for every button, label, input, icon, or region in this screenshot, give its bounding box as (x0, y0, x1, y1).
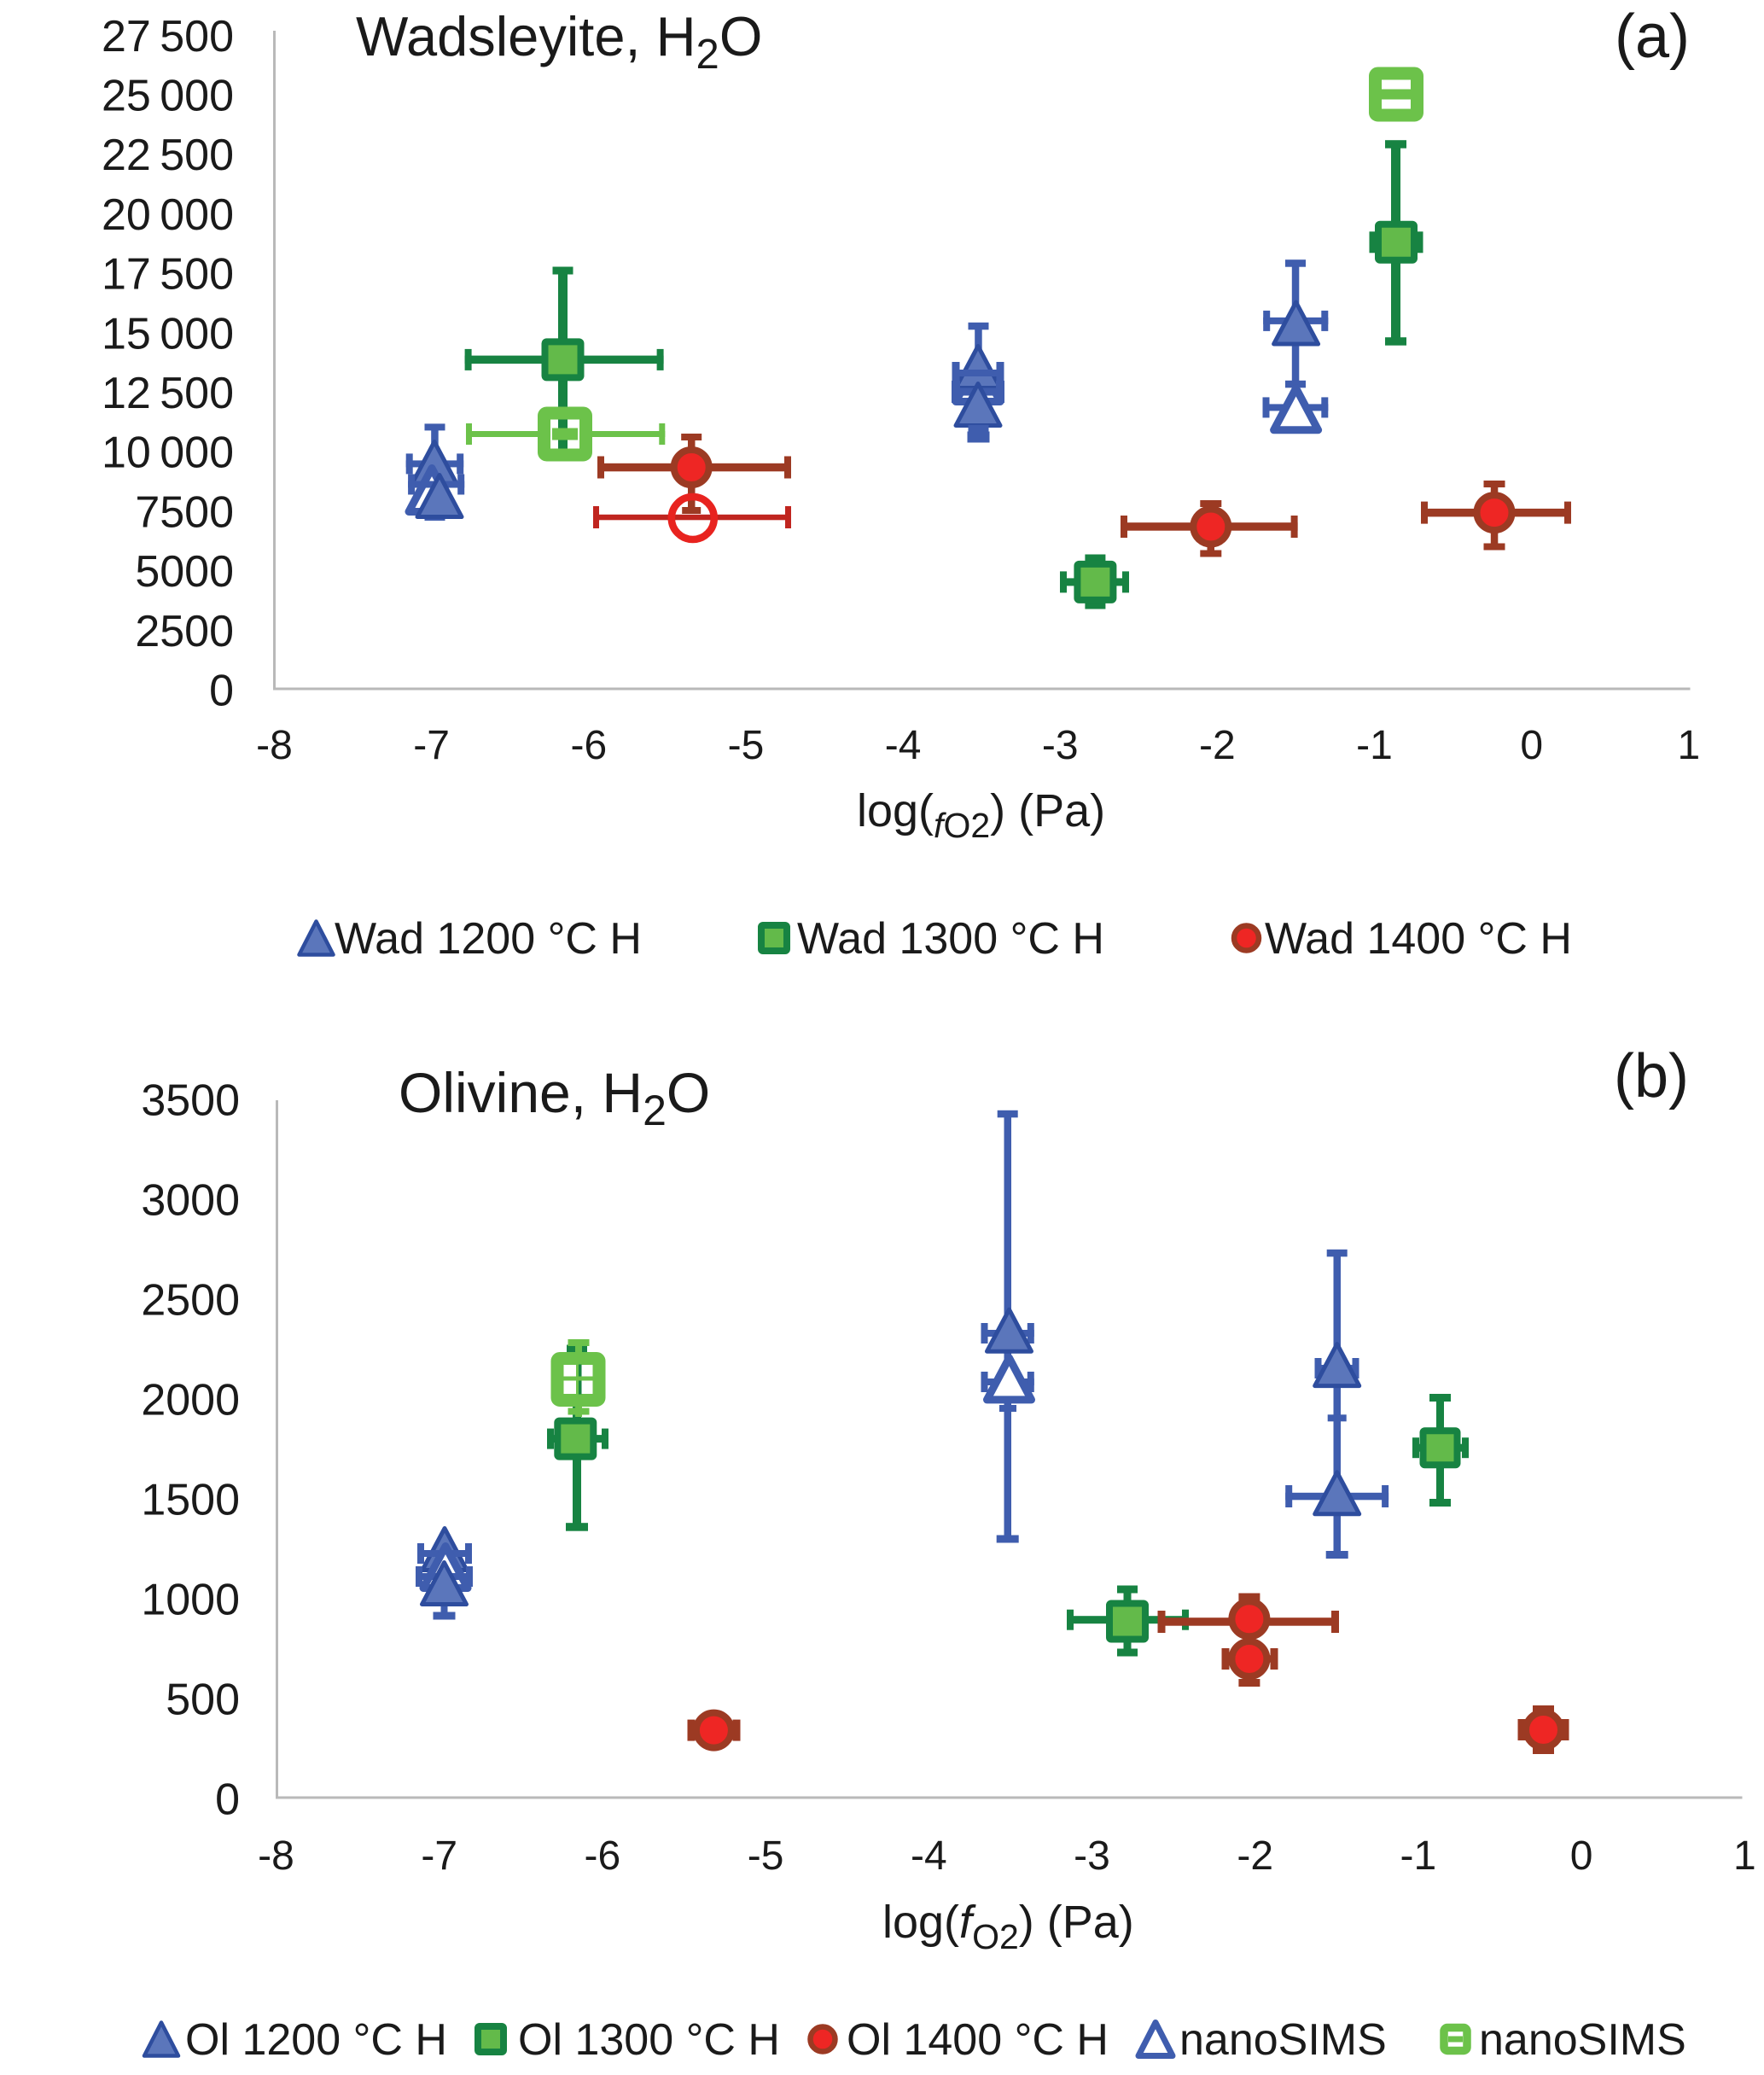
svg-text:-6: -6 (585, 1833, 621, 1879)
svg-text:0: 0 (1520, 723, 1543, 768)
svg-text:(b): (b) (1614, 1042, 1689, 1110)
svg-text:25 000: 25 000 (102, 72, 234, 121)
svg-text:-8: -8 (258, 1833, 294, 1879)
svg-text:(a): (a) (1615, 3, 1690, 71)
svg-text:20 000: 20 000 (102, 190, 234, 240)
svg-text:1500: 1500 (141, 1476, 240, 1525)
svg-text:-5: -5 (748, 1833, 784, 1879)
svg-text:10 000: 10 000 (102, 428, 234, 478)
svg-text:0: 0 (1570, 1833, 1593, 1879)
svg-text:-3: -3 (1042, 723, 1079, 768)
svg-text:-8: -8 (256, 723, 293, 768)
svg-text:-7: -7 (421, 1833, 457, 1879)
svg-text:-4: -4 (885, 723, 922, 768)
svg-text:12 500: 12 500 (102, 369, 234, 418)
svg-text:-3: -3 (1074, 1833, 1110, 1879)
svg-text:Wadsleyite, H2O: Wadsleyite, H2O (356, 5, 762, 78)
svg-text:nanoSIMS: nanoSIMS (1479, 2015, 1686, 2065)
svg-text:Wad 1200 °C H: Wad 1200 °C H (335, 914, 642, 964)
svg-text:-4: -4 (911, 1833, 947, 1879)
svg-text:Ol 1300 °C H: Ol 1300 °C H (518, 2015, 780, 2065)
svg-text:Wad 1300 °C H: Wad 1300 °C H (797, 914, 1104, 964)
svg-text:22 500: 22 500 (102, 131, 234, 180)
svg-text:1000: 1000 (141, 1576, 240, 1625)
svg-text:2500: 2500 (141, 1276, 240, 1326)
svg-text:15 000: 15 000 (102, 309, 234, 358)
svg-text:500: 500 (166, 1676, 240, 1725)
svg-text:0: 0 (209, 667, 234, 716)
svg-text:-6: -6 (570, 723, 607, 768)
svg-text:27 500: 27 500 (102, 12, 234, 61)
svg-text:Ol 1400 °C H: Ol 1400 °C H (847, 2015, 1109, 2065)
svg-text:-7: -7 (413, 723, 450, 768)
svg-text:-2: -2 (1199, 723, 1236, 768)
svg-text:2500: 2500 (135, 607, 234, 656)
svg-text:-1: -1 (1400, 1833, 1437, 1879)
svg-text:3500: 3500 (141, 1076, 240, 1126)
svg-text:17 500: 17 500 (102, 250, 234, 300)
svg-text:2000: 2000 (141, 1376, 240, 1425)
svg-text:1: 1 (1678, 723, 1701, 768)
svg-text:-1: -1 (1356, 723, 1393, 768)
svg-text:-2: -2 (1237, 1833, 1273, 1879)
svg-text:1: 1 (1733, 1833, 1756, 1879)
svg-text:-5: -5 (728, 723, 765, 768)
svg-text:nanoSIMS: nanoSIMS (1179, 2015, 1387, 2065)
svg-text:Ol 1200 °C H: Ol 1200 °C H (185, 2015, 447, 2065)
svg-text:0: 0 (215, 1775, 240, 1825)
svg-text:Wad 1400 °C H: Wad 1400 °C H (1265, 914, 1572, 964)
svg-text:7500: 7500 (135, 487, 234, 537)
svg-text:3000: 3000 (141, 1176, 240, 1226)
svg-text:5000: 5000 (135, 547, 234, 597)
